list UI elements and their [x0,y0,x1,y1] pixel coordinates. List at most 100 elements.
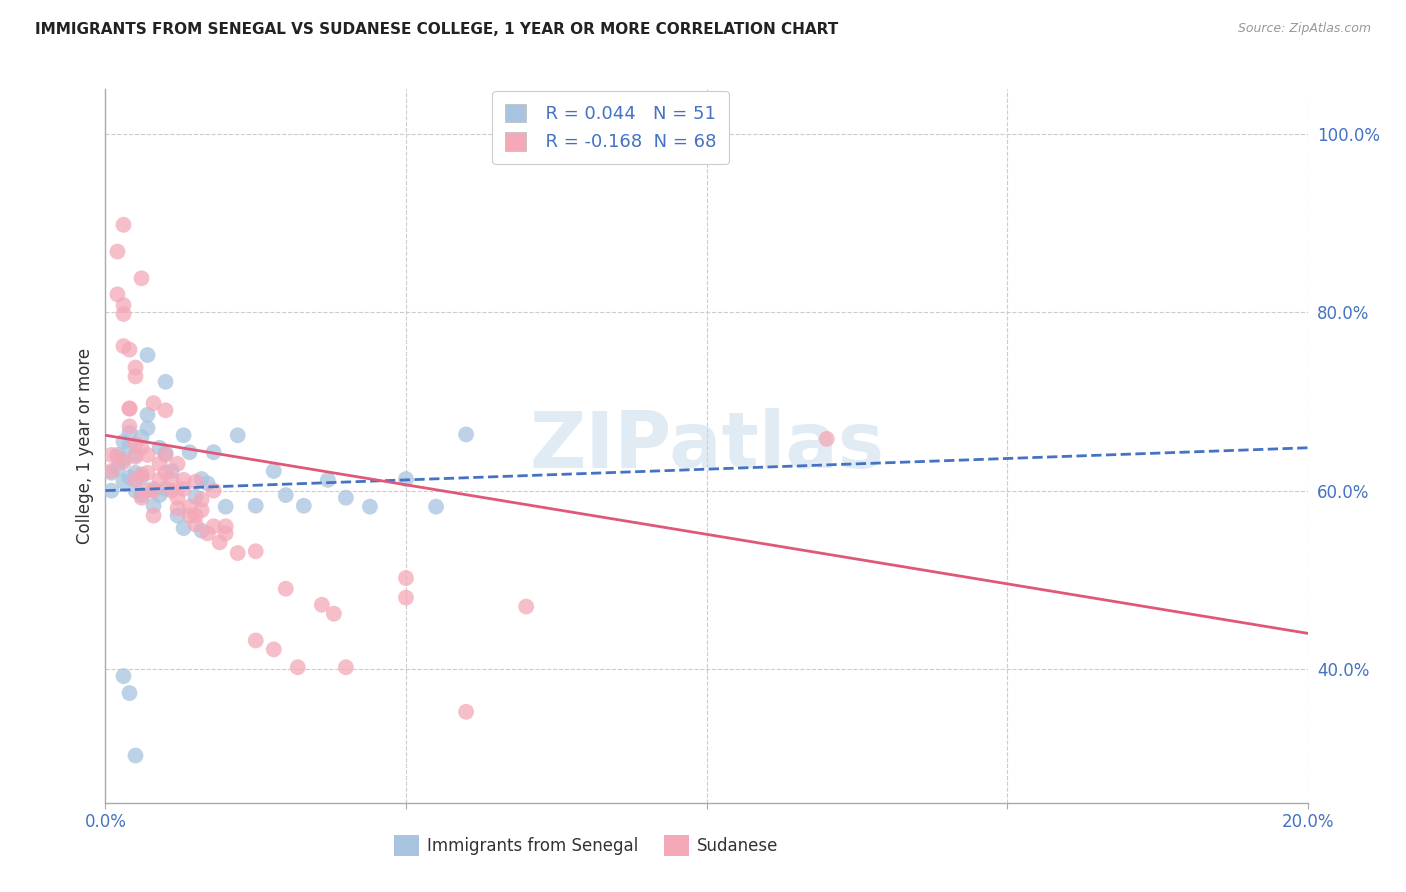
Point [166,508,188,523]
Point [179,508,201,523]
Point [142,482,165,496]
Point [124,369,146,384]
Point [202,483,225,498]
Point [148,441,170,455]
Point [263,642,285,657]
Point [124,437,146,451]
Point [245,544,267,558]
Point [155,446,177,460]
Point [100,466,122,480]
Point [124,360,146,375]
Point [359,500,381,514]
Point [166,457,188,471]
Point [118,419,141,434]
Point [112,339,135,353]
Point [166,501,188,516]
Point [131,491,153,505]
Point [136,448,159,462]
Y-axis label: College, 1 year or more: College, 1 year or more [76,348,94,544]
Point [136,348,159,362]
Point [263,464,285,478]
Point [274,488,297,502]
Point [160,464,183,478]
Point [166,491,188,505]
Point [142,396,165,410]
Point [107,450,129,464]
Point [148,457,170,471]
Point [184,508,207,523]
Point [124,473,146,487]
Point [454,705,477,719]
Point [155,482,177,496]
Point [100,483,122,498]
Point [136,408,159,422]
Point [179,445,201,459]
Point [292,499,315,513]
Point [202,445,225,459]
Point [395,472,418,486]
Point [131,441,153,455]
Point [131,430,153,444]
Point [287,660,309,674]
Point [184,490,207,504]
Point [100,464,122,478]
Point [112,218,135,232]
Point [131,271,153,285]
Point [124,748,146,763]
Point [155,403,177,417]
Point [815,432,838,446]
Point [214,500,236,514]
Point [335,660,357,674]
Point [208,535,231,549]
Point [335,491,357,505]
Point [197,476,219,491]
Point [226,428,249,442]
Point [112,455,135,469]
Point [515,599,537,614]
Point [118,401,141,416]
Point [136,466,159,480]
Point [184,517,207,532]
Point [214,526,236,541]
Point [136,483,159,498]
Point [112,298,135,312]
Point [112,669,135,683]
Point [395,571,418,585]
Point [173,482,195,496]
Point [118,401,141,416]
Point [274,582,297,596]
Point [136,421,159,435]
Point [148,488,170,502]
Point [100,448,122,462]
Point [124,448,146,462]
Point [142,508,165,523]
Point [214,519,236,533]
Text: IMMIGRANTS FROM SENEGAL VS SUDANESE COLLEGE, 1 YEAR OR MORE CORRELATION CHART: IMMIGRANTS FROM SENEGAL VS SUDANESE COLL… [35,22,838,37]
Point [245,499,267,513]
Point [112,434,135,449]
Point [454,427,477,442]
Point [190,472,212,486]
Point [190,524,212,538]
Point [124,483,146,498]
Point [184,475,207,489]
Point [107,287,129,301]
Point [112,452,135,467]
Point [425,500,447,514]
Point [173,473,195,487]
Point [160,483,183,498]
Point [142,499,165,513]
Point [179,500,201,514]
Point [131,467,153,482]
Point [190,503,212,517]
Point [118,425,141,440]
Point [226,546,249,560]
Point [124,466,146,480]
Point [124,450,146,464]
Point [202,519,225,533]
Point [160,473,183,487]
Text: Source: ZipAtlas.com: Source: ZipAtlas.com [1237,22,1371,36]
Point [148,473,170,487]
Point [118,686,141,700]
Point [197,526,219,541]
